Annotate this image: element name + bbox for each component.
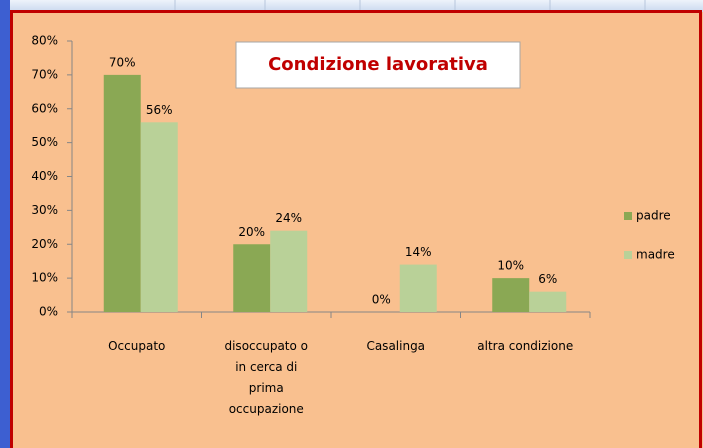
y-tick-label: 20% (31, 237, 58, 251)
bar (529, 291, 567, 312)
bar (140, 122, 178, 312)
bar (399, 264, 437, 312)
x-tick-label: altra condizione (477, 339, 574, 353)
value-label: 14% (405, 245, 432, 259)
legend-swatch (624, 212, 632, 220)
value-label: 10% (497, 259, 524, 273)
y-tick-label: 0% (39, 305, 58, 319)
x-tick-label: Casalinga (366, 339, 426, 353)
value-label: 6% (538, 272, 557, 286)
value-label: 0% (372, 293, 391, 307)
y-tick-label: 10% (31, 271, 58, 285)
bar (270, 230, 308, 312)
chart-title: Condizione lavorativa (268, 54, 488, 75)
bar (492, 278, 530, 312)
left-strip (0, 0, 10, 448)
y-tick-label: 60% (31, 101, 58, 115)
value-label: 20% (238, 225, 265, 239)
value-label: 70% (109, 55, 136, 69)
y-tick-label: 70% (31, 67, 58, 81)
y-tick-label: 40% (31, 169, 58, 183)
value-label: 56% (146, 103, 173, 117)
bar (233, 244, 271, 312)
x-tick-label: Occupato (108, 339, 166, 353)
y-tick-label: 80% (31, 34, 58, 48)
sheet-header (0, 0, 703, 12)
legend-label: madre (636, 248, 675, 262)
y-tick-label: 50% (31, 135, 58, 149)
x-tick-label: disoccupato o in cerca di prima occupazi… (224, 339, 309, 416)
title-box (235, 41, 521, 89)
legend-label: padre (636, 209, 671, 223)
y-tick-label: 30% (31, 203, 58, 217)
chart-border (10, 10, 702, 448)
value-label: 24% (275, 211, 302, 225)
bar (103, 74, 141, 312)
legend-swatch (624, 251, 632, 259)
